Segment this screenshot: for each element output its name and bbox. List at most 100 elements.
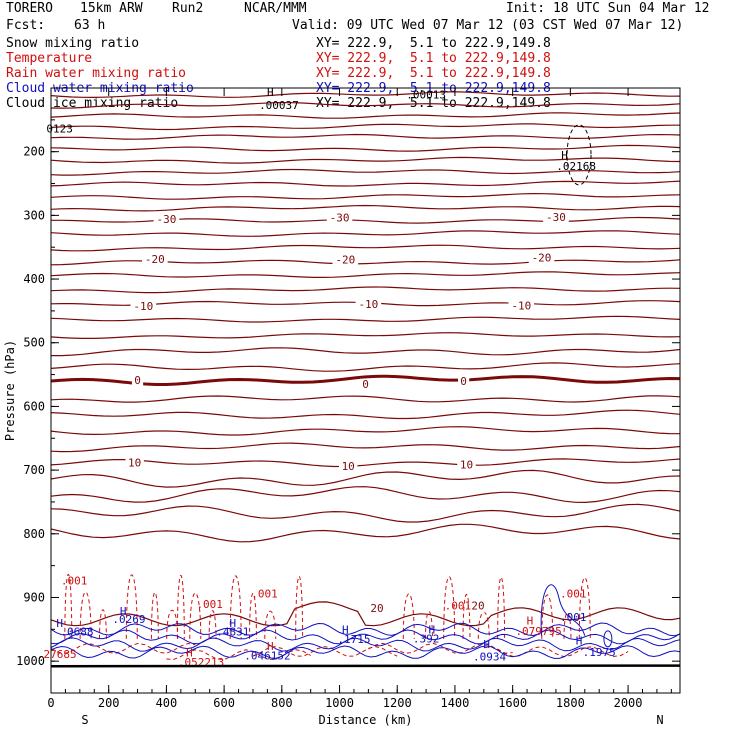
rain-contour [125,574,138,639]
isotherm-line [51,347,681,357]
y-tick-label: 800 [23,527,45,541]
rain-contour [563,612,572,639]
isotherm-line [50,230,681,237]
isotherm-label: 10 [342,460,355,473]
isotherm-label: -30 [330,212,350,225]
isotherm-label: -10 [511,299,531,312]
x-tick-label: 1000 [325,696,354,710]
isotherm-label: 0 [362,378,369,391]
rain-label: .001 [560,587,587,600]
isotherm-line [50,442,681,453]
isotherm-label: 0 [134,374,141,387]
legend-rain-xy: XY= 222.9, 5.1 to 222.9,149.8 [316,66,551,81]
x-axis-title: Distance (km) [319,713,413,727]
x-tick-label: 200 [98,696,120,710]
x-tick-label: 1200 [383,696,412,710]
isotherm-label-bg [359,378,372,391]
rain-contour [425,611,433,639]
cloud-ice-label: .02168 [556,160,596,173]
x-tick-label: 1600 [498,696,527,710]
x-tick-label: 1800 [556,696,585,710]
resolution: 15km ARW [80,1,143,16]
isotherm-label: 10 [128,457,141,470]
cloud-water-contour [50,645,681,659]
legend-snow-name: Snow mixing ratio [6,36,140,51]
surface-line [50,664,681,668]
rain-contour [252,646,398,657]
isotherm-label: -20 [335,254,355,267]
isotherm-line [50,469,681,488]
legend-temperature-name: Temperature [6,51,93,66]
isotherm-label-bg [326,212,353,225]
isotherm-label-bg [543,211,569,224]
h-marker: H [561,149,568,162]
rain-contour [229,575,242,639]
x-tick-label: 2000 [614,696,643,710]
rain-label: .27685 [37,648,77,661]
cloud-water-label: .1715 [337,633,370,646]
legend-snow-xy: XY= 222.9, 5.1 to 222.9,149.8 [316,36,551,51]
y-tick-label: 600 [23,399,45,413]
y-tick-label: 900 [23,590,45,604]
h-marker: H [267,640,274,653]
rain-contour [249,592,257,639]
isotherm-label: 20 [370,602,383,615]
isotherm-label-bg [332,254,359,267]
y-tick-label: 700 [23,463,45,477]
isotherm-label-bg [367,602,387,615]
rain-label: .079795 [515,625,561,638]
y-tick-label: 400 [23,272,45,286]
isotherm-label: 0 [460,375,467,388]
rain-contour [150,592,159,639]
h-marker: H [483,638,490,651]
isotherm-line [50,395,681,403]
rain-contour [477,611,490,639]
rain-contour [402,593,415,639]
cloud-water-label: .0934 [473,650,506,663]
isotherm-line [50,204,681,212]
cloud-water-contour [50,637,681,652]
rain-contour [79,591,92,639]
isotherm-line [50,458,681,468]
isotherm-label: 20 [471,599,484,612]
run-label: Run2 [172,1,204,16]
fcst-label: Fcst: [6,18,46,33]
isotherm-line [50,523,681,543]
isotherm-line [50,101,681,109]
rain-label: .001 [251,587,278,600]
cloud-water-contour [540,584,586,636]
isotherm-label: -10 [133,300,153,313]
cloud-water-contour [50,622,681,637]
org-label: NCAR/MMM [244,1,307,16]
rain-label: .001 [445,599,472,612]
rain-contour [64,573,73,639]
h-marker: H [576,634,583,647]
cloud-water-label: .001 [560,611,587,624]
isotherm-line [50,133,681,140]
h-marker: H [429,624,436,637]
isotherm-line [50,144,681,152]
isotherm-line [50,192,681,200]
x-tick-label: 1400 [440,696,469,710]
isotherm-label: -20 [145,253,165,266]
isotherm-line [50,244,681,252]
isotherm-label-bg [508,300,535,313]
h-marker: H [120,605,127,618]
isotherm-label-bg [153,213,180,226]
isotherm-line [50,156,681,164]
isotherm-label: -30 [156,213,176,226]
isotherm-line [50,315,681,323]
rain-contour [578,577,591,639]
isotherm-line [50,332,681,339]
rain-contour [166,609,179,639]
rain-contour [98,609,107,639]
isotherm-line [50,374,681,386]
isotherm-label-bg [457,459,476,472]
cloud-ice-label: 0123 [46,122,73,135]
plot-frame [50,87,681,694]
h-marker: H [267,86,274,99]
isotherm-label-bg [528,252,555,265]
isotherm-line [50,409,681,420]
isotherm-line [50,180,681,187]
